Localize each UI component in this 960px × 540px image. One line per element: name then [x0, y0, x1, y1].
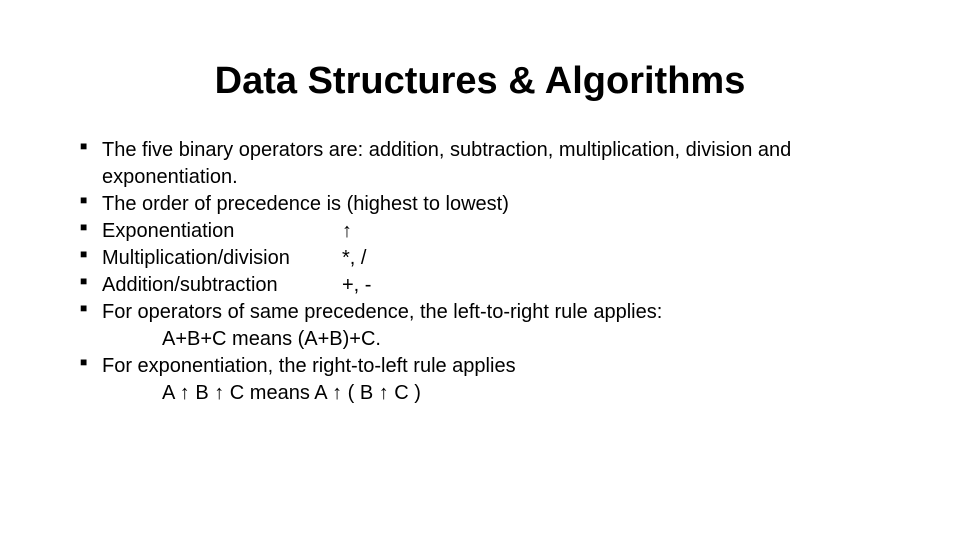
- operator-symbol: ↑: [342, 218, 352, 245]
- operator-label: Addition/subtraction: [102, 272, 342, 299]
- slide: Data Structures & Algorithms The five bi…: [0, 0, 960, 540]
- bullet-list: The five binary operators are: addition,…: [80, 137, 880, 407]
- bullet-item: Multiplication/division *, /: [80, 245, 880, 272]
- slide-title: Data Structures & Algorithms: [80, 60, 880, 103]
- bullet-item: For exponentiation, the right-to-left ru…: [80, 353, 880, 407]
- bullet-item: The order of precedence is (highest to l…: [80, 191, 880, 218]
- operator-label: Multiplication/division: [102, 245, 342, 272]
- bullet-indent-text: A ↑ B ↑ C means A ↑ ( B ↑ C ): [102, 380, 880, 407]
- bullet-text: The five binary operators are: addition,…: [102, 139, 791, 188]
- bullet-text: For exponentiation, the right-to-left ru…: [102, 355, 516, 377]
- bullet-item: Addition/subtraction +, -: [80, 272, 880, 299]
- bullet-item: Exponentiation ↑: [80, 218, 880, 245]
- bullet-item: The five binary operators are: addition,…: [80, 137, 880, 191]
- operator-symbol: +, -: [342, 272, 371, 299]
- bullet-indent-text: A+B+C means (A+B)+C.: [102, 326, 880, 353]
- bullet-text: The order of precedence is (highest to l…: [102, 193, 509, 215]
- operator-label: Exponentiation: [102, 218, 342, 245]
- bullet-item: For operators of same precedence, the le…: [80, 299, 880, 353]
- operator-symbol: *, /: [342, 245, 366, 272]
- bullet-text: For operators of same precedence, the le…: [102, 301, 662, 323]
